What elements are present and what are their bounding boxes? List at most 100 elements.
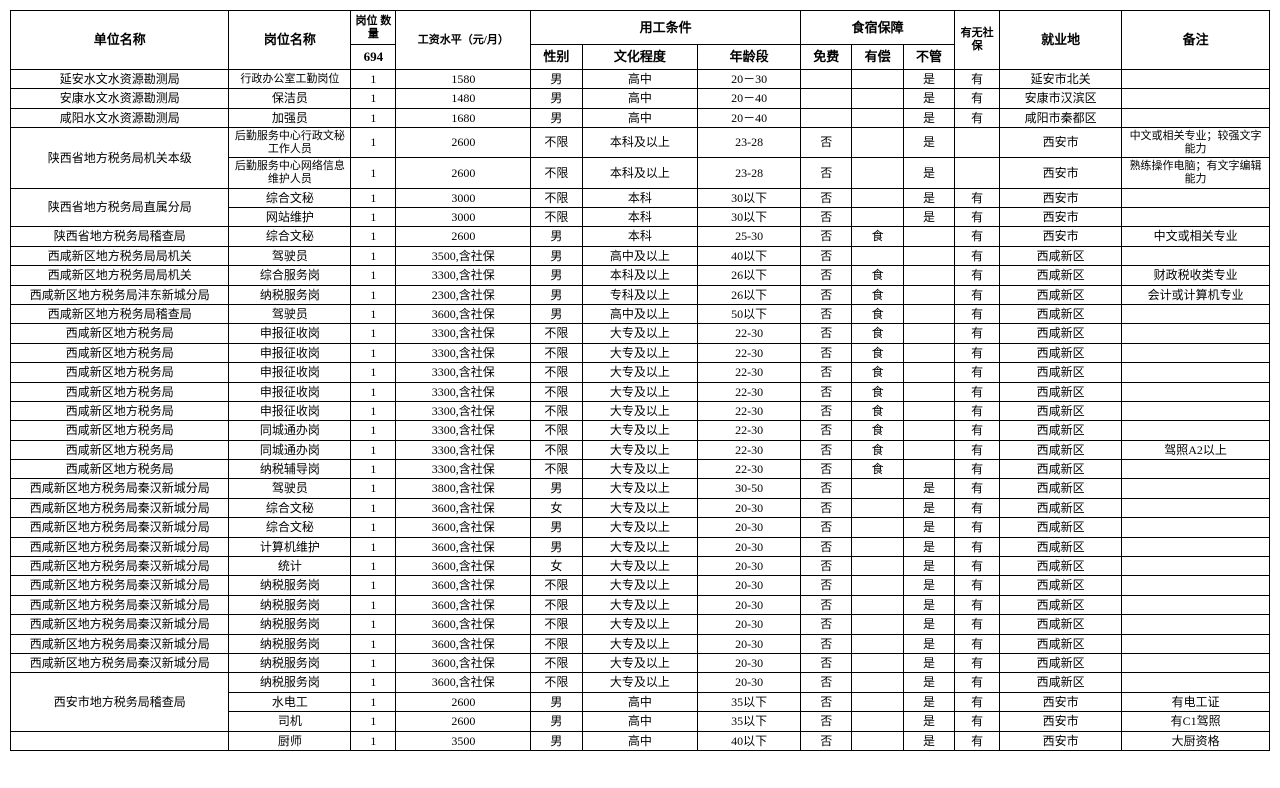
cell-none [903, 382, 954, 401]
table-row: 陕西省地方税务局直属分局综合文秘13000不限本科30以下否是有西安市 [11, 188, 1270, 207]
cell-sal: 3300,含社保 [396, 401, 531, 420]
cell-loc: 安康市汉滨区 [1000, 89, 1122, 108]
cell-cnt: 1 [351, 595, 396, 614]
cell-edu: 大专及以上 [582, 518, 698, 537]
cell-sex: 不限 [531, 595, 582, 614]
cell-org: 西咸新区地方税务局 [11, 382, 229, 401]
cell-sal: 3000 [396, 188, 531, 207]
cell-org: 西咸新区地方税务局沣东新城分局 [11, 285, 229, 304]
cell-edu: 本科及以上 [582, 128, 698, 158]
cell-note [1122, 382, 1270, 401]
cell-loc: 西咸新区 [1000, 518, 1122, 537]
cell-sex: 男 [531, 89, 582, 108]
cell-sex: 不限 [531, 382, 582, 401]
cell-sal: 3300,含社保 [396, 363, 531, 382]
cell-sex: 男 [531, 692, 582, 711]
cell-age: 20－40 [698, 108, 801, 127]
cell-ins: 有 [955, 731, 1000, 750]
cell-note [1122, 343, 1270, 362]
cell-org: 安康水文水资源勘测局 [11, 89, 229, 108]
cell-paid [852, 246, 903, 265]
cell-age: 22-30 [698, 440, 801, 459]
cell-paid: 食 [852, 460, 903, 479]
cell-free [801, 89, 852, 108]
cell-none: 是 [903, 188, 954, 207]
cell-none [903, 285, 954, 304]
cell-sex: 男 [531, 266, 582, 285]
cell-cnt: 1 [351, 537, 396, 556]
cell-note [1122, 89, 1270, 108]
table-row: 西咸新区地方税务局秦汉新城分局统计13600,含社保女大专及以上20-30否是有… [11, 557, 1270, 576]
cell-note [1122, 498, 1270, 517]
table-row: 安康水文水资源勘测局保洁员11480男高中20－40是有安康市汉滨区 [11, 89, 1270, 108]
cell-ins: 有 [955, 595, 1000, 614]
cell-ins: 有 [955, 324, 1000, 343]
cell-post: 网站维护 [229, 208, 351, 227]
cell-ins: 有 [955, 576, 1000, 595]
cell-sal: 2600 [396, 692, 531, 711]
table-row: 西咸新区地方税务局秦汉新城分局综合文秘13600,含社保男大专及以上20-30否… [11, 518, 1270, 537]
cell-loc: 西安市 [1000, 712, 1122, 731]
cell-org: 西咸新区地方税务局 [11, 421, 229, 440]
cell-sex: 男 [531, 304, 582, 323]
cell-age: 40以下 [698, 731, 801, 750]
cell-age: 26以下 [698, 266, 801, 285]
cell-none [903, 304, 954, 323]
cell-post: 司机 [229, 712, 351, 731]
cell-none [903, 460, 954, 479]
cell-org: 西咸新区地方税务局 [11, 343, 229, 362]
cell-sex: 不限 [531, 440, 582, 459]
cell-free: 否 [801, 479, 852, 498]
cell-edu: 专科及以上 [582, 285, 698, 304]
cell-org: 西咸新区地方税务局 [11, 460, 229, 479]
cell-edu: 高中 [582, 712, 698, 731]
cell-cnt: 1 [351, 557, 396, 576]
cell-ins [955, 128, 1000, 158]
cell-loc: 西咸新区 [1000, 324, 1122, 343]
cell-cnt: 1 [351, 266, 396, 285]
cell-none: 是 [903, 673, 954, 692]
cell-post: 纳税服务岗 [229, 634, 351, 653]
cell-post: 同城通办岗 [229, 421, 351, 440]
cell-org: 陕西省地方税务局直属分局 [11, 188, 229, 227]
cell-org: 西咸新区地方税务局秦汉新城分局 [11, 634, 229, 653]
cell-paid [852, 537, 903, 556]
cell-post: 申报征收岗 [229, 401, 351, 420]
cell-org: 西咸新区地方税务局秦汉新城分局 [11, 653, 229, 672]
cell-sal: 3600,含社保 [396, 304, 531, 323]
cell-note [1122, 576, 1270, 595]
cell-age: 35以下 [698, 712, 801, 731]
cell-age: 20-30 [698, 673, 801, 692]
cell-age: 20－40 [698, 89, 801, 108]
cell-post: 综合文秘 [229, 518, 351, 537]
cell-edu: 大专及以上 [582, 557, 698, 576]
cell-post: 保洁员 [229, 89, 351, 108]
cell-paid: 食 [852, 324, 903, 343]
cell-sex: 不限 [531, 363, 582, 382]
cell-note: 大厨资格 [1122, 731, 1270, 750]
table-row: 西咸新区地方税务局局机关综合服务岗13300,含社保男本科及以上26以下否食有西… [11, 266, 1270, 285]
cell-ins: 有 [955, 304, 1000, 323]
cell-paid: 食 [852, 266, 903, 285]
cell-ins: 有 [955, 382, 1000, 401]
cell-age: 50以下 [698, 304, 801, 323]
cell-post: 申报征收岗 [229, 324, 351, 343]
cell-cnt: 1 [351, 285, 396, 304]
cell-paid [852, 188, 903, 207]
cell-sex: 不限 [531, 673, 582, 692]
cell-edu: 大专及以上 [582, 673, 698, 692]
cell-post: 综合文秘 [229, 188, 351, 207]
cell-edu: 高中及以上 [582, 246, 698, 265]
table-row: 西安市地方税务局稽查局纳税服务岗13600,含社保不限大专及以上20-30否是有… [11, 673, 1270, 692]
table-row: 厨师13500男高中40以下否是有西安市大厨资格 [11, 731, 1270, 750]
cell-age: 20-30 [698, 634, 801, 653]
cell-age: 20-30 [698, 557, 801, 576]
cell-cnt: 1 [351, 108, 396, 127]
table-row: 西咸新区地方税务局同城通办岗13300,含社保不限大专及以上22-30否食有西咸… [11, 440, 1270, 459]
cell-free: 否 [801, 692, 852, 711]
cell-age: 20-30 [698, 615, 801, 634]
cell-cnt: 1 [351, 518, 396, 537]
cell-ins: 有 [955, 498, 1000, 517]
cell-note: 中文或相关专业 [1122, 227, 1270, 246]
table-header: 单位名称 岗位名称 岗位 数量 工资水平（元/月） 用工条件 食宿保障 有无社保… [11, 11, 1270, 70]
